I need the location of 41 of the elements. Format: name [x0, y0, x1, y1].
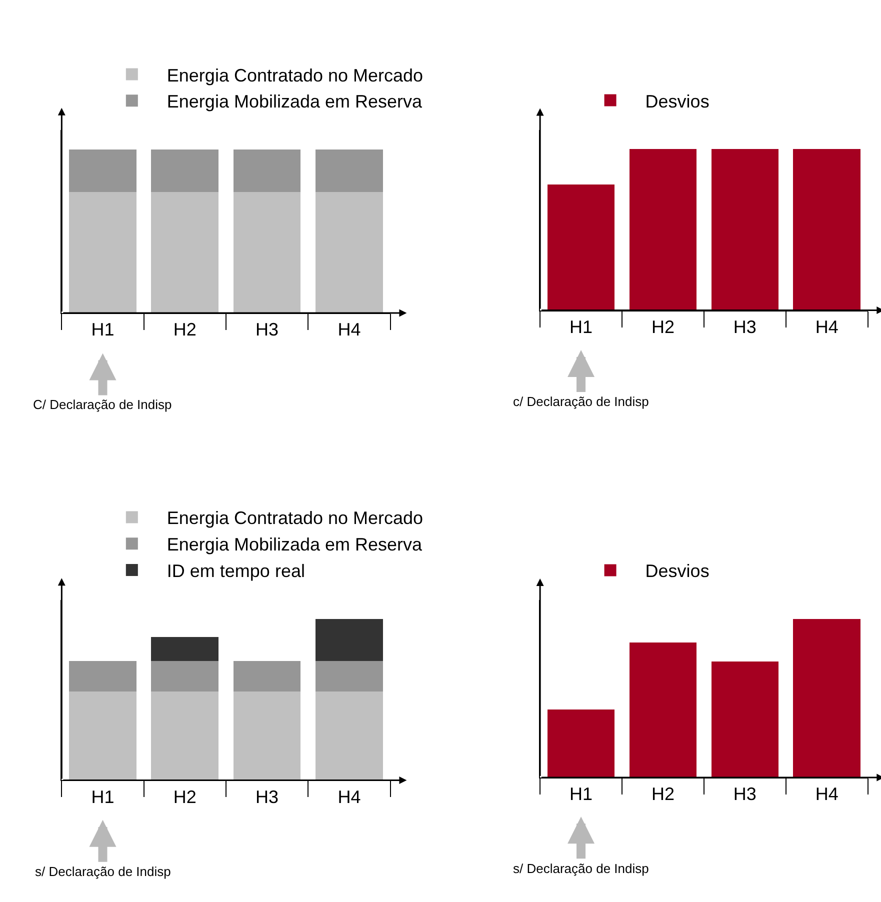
x-tick-label: H2 — [173, 786, 196, 807]
x-tick-label: H1 — [570, 316, 593, 337]
x-tick-label: H1 — [91, 786, 114, 807]
bar — [711, 662, 778, 778]
text: c/ Declaração de Indisp — [513, 394, 649, 409]
bar — [151, 661, 219, 692]
legend-label: Energia Contratado no Mercado — [166, 65, 424, 86]
x-tick-label: H3 — [733, 784, 756, 804]
text: C/ Declaração de Indisp — [33, 397, 172, 412]
bar — [316, 619, 383, 662]
bar — [233, 692, 301, 780]
legend-label: Desvios — [645, 91, 710, 112]
bar — [233, 661, 301, 692]
x-tick-label: H3 — [733, 316, 756, 337]
bar — [547, 709, 615, 778]
x-tick-label: H2 — [651, 316, 674, 337]
x-tick-label: H4 — [815, 316, 838, 337]
bar — [316, 692, 383, 780]
legend-label: Energia Contratado no Mercado — [166, 508, 424, 528]
bar — [69, 692, 136, 780]
legend-label: ID em tempo real — [166, 561, 305, 582]
x-tick-label: H1 — [91, 320, 114, 340]
text: s/ Declaração de Indisp — [35, 864, 171, 879]
x-tick-label: H2 — [173, 320, 196, 340]
x-tick-label: H3 — [256, 320, 279, 340]
bar — [793, 618, 860, 778]
x-tick-label: H3 — [256, 786, 279, 807]
x-tick-label: H4 — [815, 784, 838, 804]
legend-label: Energia Mobilizada em Reserva — [166, 92, 424, 112]
bar — [316, 661, 383, 692]
x-tick-label: H2 — [651, 784, 674, 804]
x-tick-label: H4 — [338, 320, 361, 340]
bar — [629, 642, 697, 778]
bar — [69, 661, 136, 692]
bar — [151, 692, 219, 780]
x-tick-label: H4 — [338, 786, 361, 807]
text: s/ Declaração de Indisp — [513, 861, 649, 876]
legend-label: Energia Mobilizada em Reserva — [166, 534, 424, 555]
x-tick-label: H1 — [570, 784, 593, 804]
bar — [151, 636, 219, 662]
legend-label: Desvios — [645, 561, 710, 582]
